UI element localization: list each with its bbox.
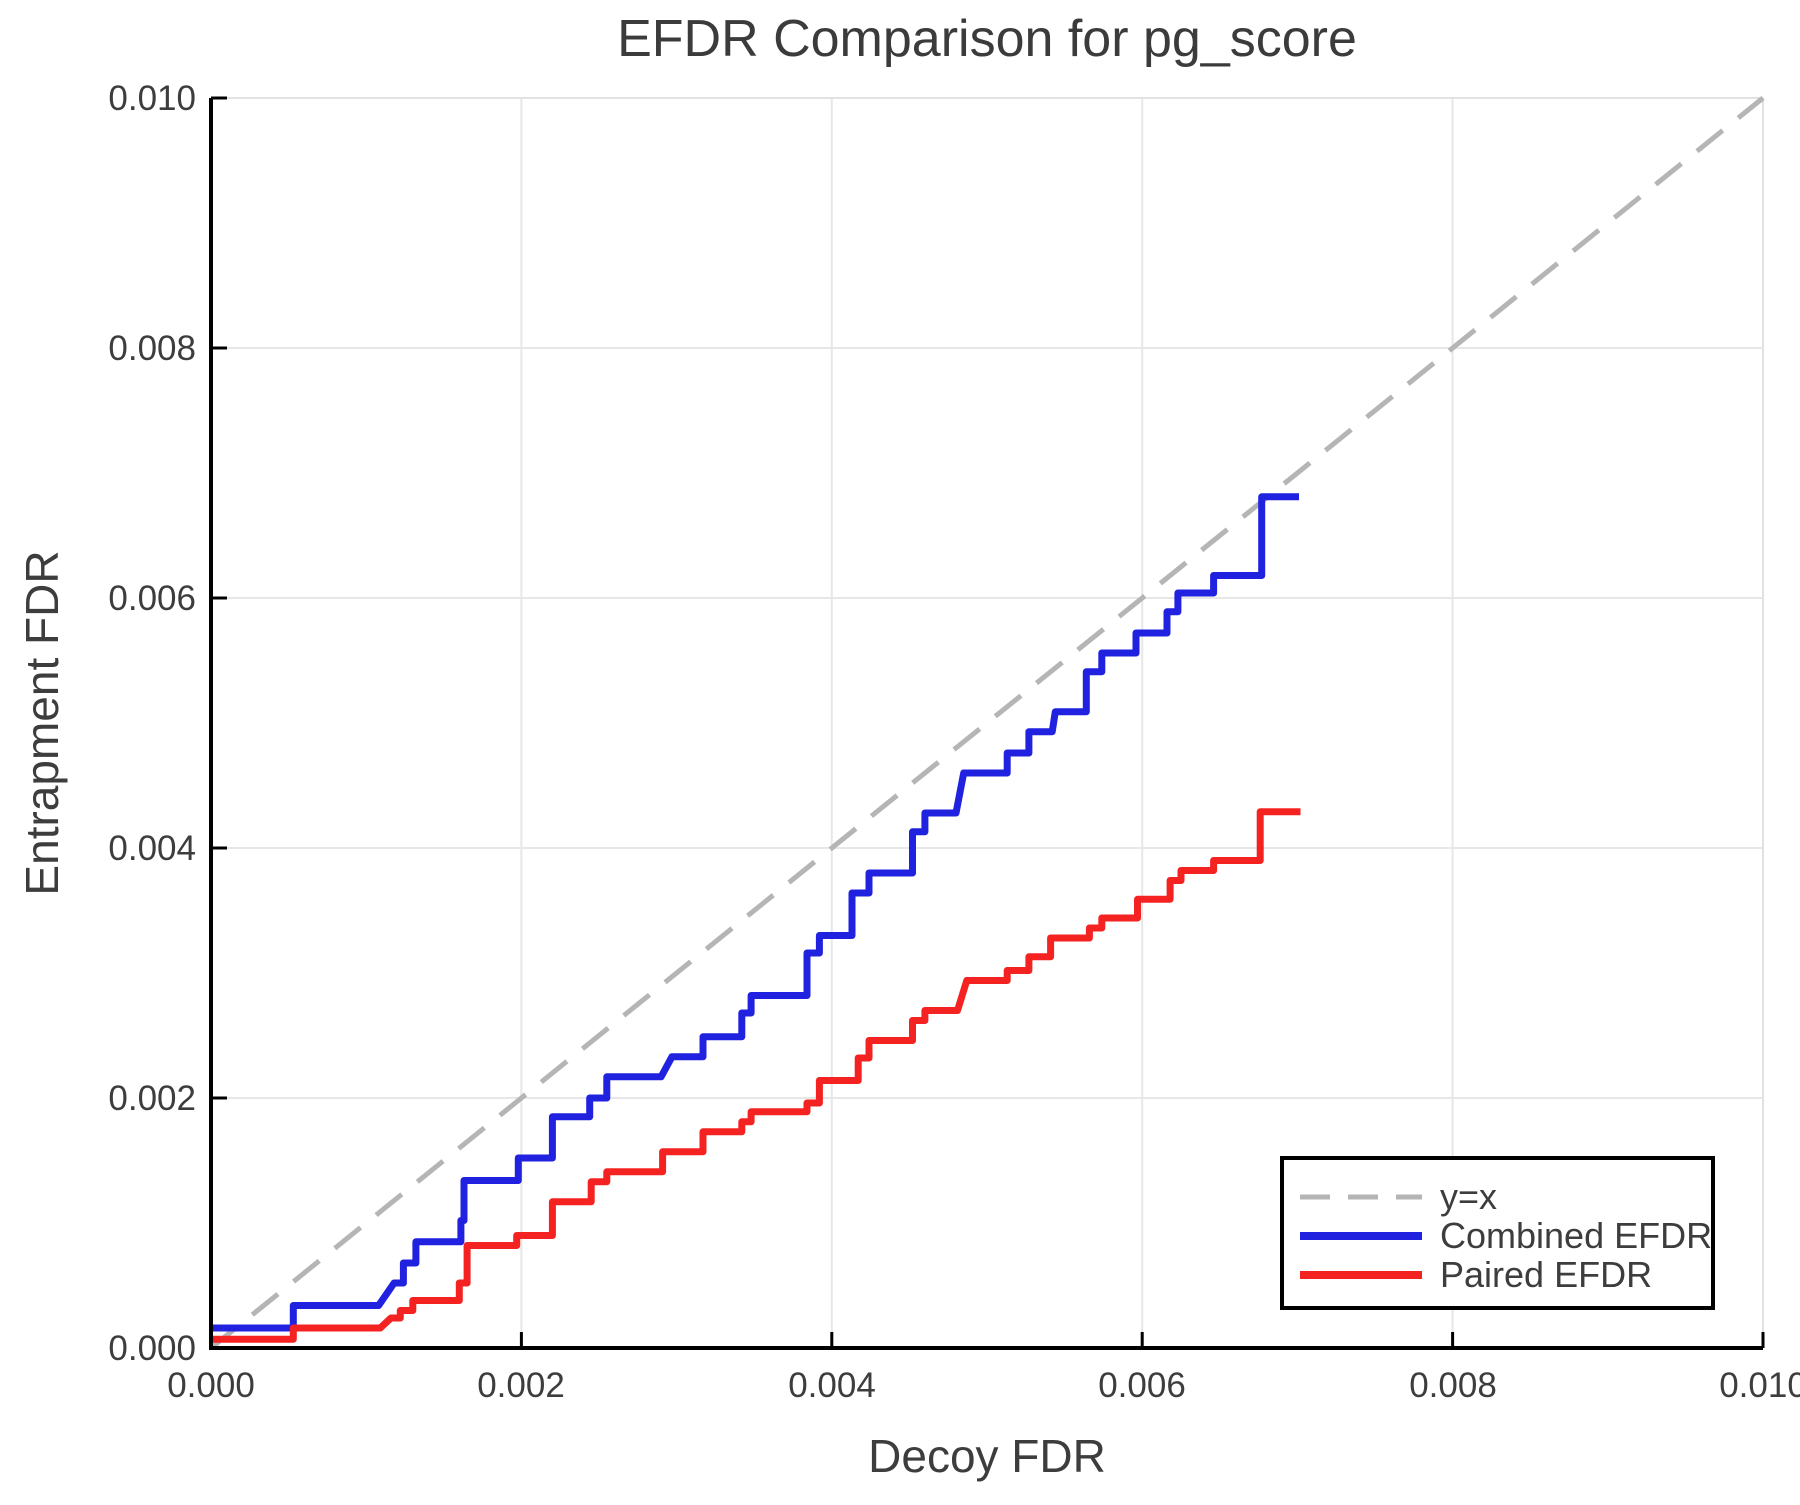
y-tick-label: 0.010 (108, 79, 196, 118)
x-tick-label: 0.004 (788, 1366, 876, 1405)
legend-label-combined-efdr: Combined EFDR (1440, 1215, 1712, 1256)
x-axis-title: Decoy FDR (868, 1430, 1106, 1482)
y-tick-label: 0.006 (108, 579, 196, 618)
y-tick-label: 0.008 (108, 329, 196, 368)
x-tick-label: 0.002 (477, 1366, 565, 1405)
y-tick-label: 0.004 (108, 829, 196, 868)
x-tick-label: 0.006 (1098, 1366, 1186, 1405)
chart-title: EFDR Comparison for pg_score (617, 10, 1357, 68)
legend-label-paired-efdr: Paired EFDR (1440, 1254, 1652, 1295)
y-tick-label: 0.002 (108, 1079, 196, 1118)
x-tick-label: 0.010 (1719, 1366, 1800, 1405)
x-tick-label: 0.008 (1409, 1366, 1497, 1405)
gridlines (211, 98, 1763, 1348)
series-lines (209, 96, 1765, 1350)
x-tick-label: 0.000 (167, 1366, 255, 1405)
tick-marks (209, 96, 1765, 1350)
y-axis-title: Entrapment FDR (16, 550, 68, 895)
legend-label-yx: y=x (1440, 1176, 1497, 1217)
series-line-paired-efdr (211, 808, 1301, 1343)
series-line-combined-efdr (211, 493, 1299, 1332)
series-line-y-x (209, 96, 1765, 1350)
y-tick-label: 0.000 (108, 1329, 196, 1368)
legend: y=x Combined EFDR Paired EFDR (1280, 1156, 1715, 1310)
